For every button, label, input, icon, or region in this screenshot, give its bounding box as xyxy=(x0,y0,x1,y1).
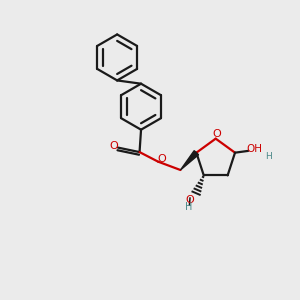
Text: O: O xyxy=(186,195,194,205)
Text: O: O xyxy=(110,140,118,151)
Text: H: H xyxy=(265,152,272,161)
Text: O: O xyxy=(212,129,221,139)
Text: H: H xyxy=(185,202,193,212)
Polygon shape xyxy=(181,151,199,170)
Text: OH: OH xyxy=(246,144,262,154)
Text: O: O xyxy=(158,154,166,164)
